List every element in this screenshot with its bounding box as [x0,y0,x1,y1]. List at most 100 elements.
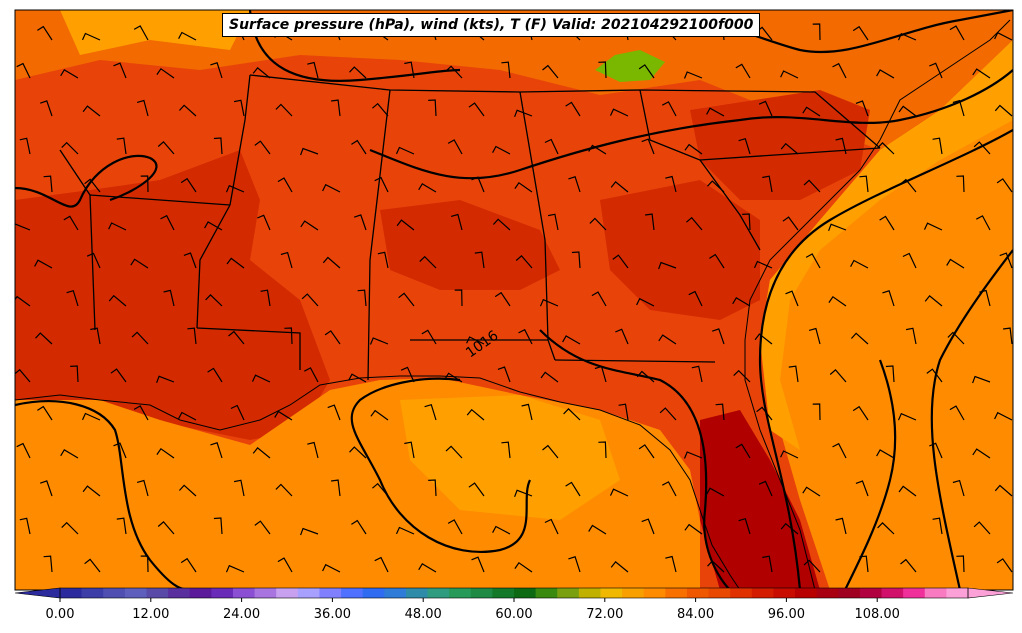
wind-barb [66,289,79,307]
colorbar-segment [751,588,774,598]
wind-barb [187,327,197,345]
colorbar-segment [708,588,731,598]
wind-barb [445,445,463,459]
wind-barb [260,289,271,307]
wind-barb [113,442,127,459]
wind-barb [374,556,389,573]
wind-barb [996,178,1013,193]
wind-barb [428,479,437,497]
wind-barb [180,177,197,193]
wind-barb [140,555,149,573]
wind-barb [116,137,127,155]
wind-barb [565,481,581,497]
wind-barb [876,449,895,459]
wind-barb [684,143,703,155]
wind-barb [369,337,389,345]
wind-barb [213,137,223,155]
wind-barb [301,293,319,307]
wind-barb [780,142,799,155]
wind-barb [304,367,319,383]
wind-barb [879,215,895,231]
wind-barb [157,141,175,155]
colorbar-segment [924,588,947,598]
wind-barb [803,179,821,193]
wind-barb [929,442,943,459]
wind-barb [40,100,53,117]
wind-barb [547,213,559,231]
wind-barb [108,222,127,231]
wind-barb [598,61,607,79]
colorbar-tick-label: 36.00 [313,607,351,622]
wind-barb [742,213,751,231]
wind-barb [518,328,533,345]
wind-barb [932,137,943,155]
wind-barb [374,176,389,193]
colorbar-segment [492,588,515,598]
wind-barb [514,489,533,498]
northwest-light [60,10,250,55]
wind-barb [665,175,677,193]
wind-barb [497,366,511,383]
wind-barb [183,252,197,269]
wind-barb [568,556,581,573]
colorbar-tick-label: 60.00 [495,607,533,622]
wind-barb [540,371,559,383]
wind-barb [454,289,463,307]
wind-barb [210,442,223,459]
wind-barb [876,69,895,79]
wind-barb [780,450,799,459]
wind-barb [563,408,581,421]
wind-barb [284,327,293,345]
wind-barb [972,448,991,459]
wind-barb [949,25,965,41]
wind-barb [492,145,511,155]
wind-barb [419,255,437,269]
wind-barb [932,517,943,535]
wind-barb [859,555,869,573]
wind-barb [514,181,533,193]
wind-barb [37,25,53,41]
wind-barb [133,25,149,41]
wind-barb [641,138,655,155]
colorbar-segment [903,588,926,598]
wind-barb [466,336,485,345]
wind-barb [706,487,725,497]
wind-barb [609,488,629,497]
wind-barb [638,444,655,459]
wind-barb [351,519,367,535]
colorbar-segment [189,588,212,598]
wind-barb [16,442,31,459]
wind-barb [615,328,629,345]
wind-barb [972,68,991,79]
wind-barb [225,564,245,573]
wind-barb [140,175,149,193]
gulf-coastline [15,375,741,590]
colorbar-segment [362,588,385,598]
wind-barb [756,406,773,421]
colorbar-tick-label: 96.00 [767,607,805,622]
map-plot-area: 1016 [15,10,1013,590]
wind-barb [688,290,703,307]
wind-barb [37,405,53,421]
wind-barb [662,481,677,497]
wind-barb [929,62,943,79]
colorbar-segment [643,588,666,598]
wind-barb [113,62,127,79]
wind-barb [709,253,725,269]
wind-barb [447,519,463,535]
wind-barb [60,448,79,459]
wind-barb [636,370,655,383]
wind-barb [898,105,917,117]
wind-barb [84,178,101,193]
wind-barb [43,555,53,573]
colorbar-segment [622,588,645,598]
wind-barb [812,403,821,421]
wind-barb [395,146,415,155]
wind-barb [732,296,751,307]
wind-barb [877,142,895,155]
wind-barb [568,176,581,193]
wind-barb [788,365,799,383]
wind-barb [926,368,943,383]
wind-barb [404,61,415,79]
wind-barb [400,366,415,383]
